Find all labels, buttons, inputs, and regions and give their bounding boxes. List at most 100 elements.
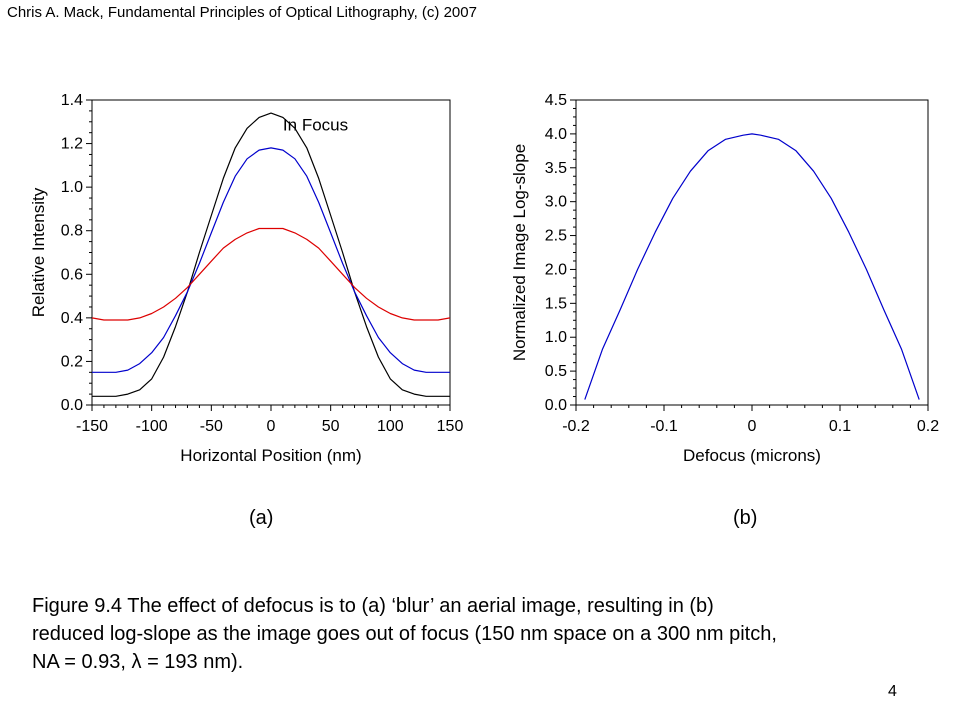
- x-tick-label: 150: [437, 418, 464, 435]
- data-point-series-2: [389, 351, 392, 354]
- data-point-series-3: [389, 312, 392, 315]
- y-tick-label: 1.2: [61, 136, 83, 153]
- data-point-series-1: [377, 355, 380, 358]
- data-point-series-3: [234, 238, 237, 241]
- data-point-series-1: [794, 149, 797, 152]
- x-tick-label: 50: [322, 418, 340, 435]
- data-point-series-3: [353, 286, 356, 289]
- data-point-series-2: [90, 371, 93, 374]
- data-point-series-3: [114, 318, 117, 321]
- y-tick-label: 0.8: [61, 223, 83, 240]
- x-tick-label: -0.2: [562, 418, 590, 435]
- data-point-series-1: [750, 132, 753, 135]
- chart-a-intensity-vs-position: -150 -100 -50 0 50 100 150 0.0 0.2 0.4 0.6 0.8 1.0 1.…: [29, 92, 464, 465]
- data-point-series-3: [138, 316, 141, 319]
- data-point-series-2: [436, 371, 439, 374]
- data-point-series-2: [281, 149, 284, 152]
- data-point-series-1: [601, 348, 604, 351]
- data-point-series-2: [353, 290, 356, 293]
- data-point-series-2: [377, 336, 380, 339]
- data-point-series-2: [413, 369, 416, 372]
- data-point-series-1: [234, 146, 237, 149]
- data-point-series-2: [234, 175, 237, 178]
- x-tick-label: -150: [76, 418, 108, 435]
- data-point-series-3: [198, 273, 201, 276]
- y-tick-label: 2.5: [545, 228, 567, 245]
- data-point-series-1: [847, 231, 850, 234]
- data-point-series-3: [425, 318, 428, 321]
- y-tick-label: 0.6: [61, 266, 83, 283]
- data-point-series-1: [742, 134, 745, 137]
- data-point-series-2: [305, 175, 308, 178]
- data-point-series-3: [413, 318, 416, 321]
- data-point-series-3: [102, 318, 105, 321]
- data-point-series-1: [174, 325, 177, 328]
- data-point-series-1: [317, 177, 320, 180]
- data-point-series-1: [636, 268, 639, 271]
- data-point-series-3: [210, 260, 213, 263]
- data-point-series-3: [305, 238, 308, 241]
- data-point-series-1: [138, 388, 141, 391]
- x-tick-label: 100: [377, 418, 404, 435]
- y-tick-label: 4.5: [545, 92, 567, 109]
- data-point-series-1: [198, 251, 201, 254]
- data-point-series-3: [401, 316, 404, 319]
- plot-frame: [575, 99, 929, 406]
- data-point-series-1: [882, 309, 885, 312]
- caption-line-3: NA = 0.93, λ = 193 nm).: [32, 651, 244, 673]
- data-point-series-2: [162, 336, 165, 339]
- data-point-series-3: [90, 316, 93, 319]
- caption-line-2: reduced log-slope as the image goes out …: [32, 623, 777, 645]
- data-point-series-1: [654, 231, 657, 234]
- x-axis-label: Defocus (microns): [683, 446, 821, 465]
- data-point-series-1: [671, 197, 674, 200]
- data-point-series-1: [246, 127, 249, 130]
- data-point-series-1: [918, 398, 921, 401]
- data-point-series-2: [341, 262, 344, 265]
- data-point-series-1: [126, 393, 129, 396]
- subfigure-label-b: (b): [733, 507, 758, 529]
- data-point-series-1: [425, 395, 428, 398]
- data-point-series-3: [186, 286, 189, 289]
- x-tick-label: 0.2: [917, 418, 939, 435]
- data-point-series-2: [210, 231, 213, 234]
- y-tick-label: 2.0: [545, 261, 567, 278]
- data-point-series-3: [341, 273, 344, 276]
- data-point-series-3: [448, 316, 451, 319]
- data-point-series-3: [174, 297, 177, 300]
- data-point-series-1: [777, 138, 780, 141]
- data-point-series-2: [365, 314, 368, 317]
- data-point-series-1: [389, 377, 392, 380]
- data-point-series-1: [759, 134, 762, 137]
- y-tick-label: 0.0: [545, 397, 567, 414]
- series-line-2: [92, 147, 450, 373]
- data-point-series-1: [583, 398, 586, 401]
- data-point-series-3: [126, 318, 129, 321]
- data-point-series-3: [377, 305, 380, 308]
- series-line-1: [92, 112, 450, 397]
- data-point-series-1: [812, 170, 815, 173]
- y-tick-label: 4.0: [545, 126, 567, 143]
- data-point-series-1: [865, 268, 868, 271]
- data-point-series-1: [269, 111, 272, 114]
- data-point-series-1: [830, 197, 833, 200]
- data-point-series-3: [150, 312, 153, 315]
- data-point-series-3: [329, 260, 332, 263]
- data-point-series-2: [329, 231, 332, 234]
- data-point-series-3: [162, 305, 165, 308]
- data-point-series-2: [222, 201, 225, 204]
- data-point-series-1: [436, 395, 439, 398]
- data-point-series-3: [281, 227, 284, 230]
- data-point-series-3: [246, 231, 249, 234]
- data-point-series-1: [102, 395, 105, 398]
- data-point-series-2: [114, 371, 117, 374]
- data-point-series-1: [257, 116, 260, 119]
- y-tick-label: 3.5: [545, 160, 567, 177]
- y-tick-label: 1.0: [545, 329, 567, 346]
- chart-b-logslope-vs-defocus: -0.2 -0.1 0 0.1 0.2 0.0 0.5 1.0 1.5 2.0 2.5 3.0 3.5 4…: [510, 92, 939, 465]
- data-point-series-1: [689, 170, 692, 173]
- data-point-series-2: [198, 262, 201, 265]
- subfigure-label-a: (a): [249, 507, 274, 529]
- data-point-series-1: [222, 177, 225, 180]
- data-point-series-2: [150, 351, 153, 354]
